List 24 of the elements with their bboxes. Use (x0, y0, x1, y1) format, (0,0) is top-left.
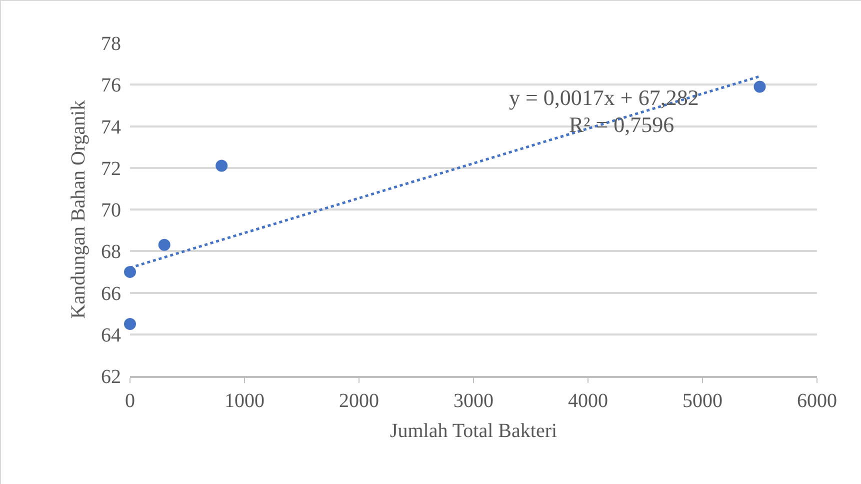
x-tick-label: 4000 (568, 390, 608, 412)
x-tick-label: 6000 (797, 390, 837, 412)
x-tick-label: 0 (125, 390, 135, 412)
y-tick-label: 68 (101, 241, 121, 264)
y-axis-title: Kandungan Bahan Organik (68, 100, 90, 319)
y-tick-label: 62 (101, 366, 121, 388)
y-tick-label: 72 (101, 158, 121, 180)
y-tick-label: 78 (101, 33, 121, 55)
x-axis-title: Jumlah Total Bakteri (390, 420, 558, 442)
y-tick-label: 64 (101, 324, 121, 346)
x-tick-label: 3000 (454, 390, 494, 412)
point (754, 80, 766, 93)
point (124, 266, 136, 278)
x-tick-label: 2000 (339, 390, 379, 412)
y-tick-label: 66 (101, 282, 121, 305)
point (216, 160, 228, 172)
y-tick-label: 76 (101, 74, 121, 97)
x-tick-label: 5000 (682, 390, 722, 412)
annotation: y = 0,0017x + 67,282 (509, 85, 699, 110)
y-tick-label: 74 (101, 116, 121, 138)
y-tick-label: 70 (101, 200, 121, 222)
x-tick-label: 1000 (224, 390, 264, 412)
point (124, 318, 136, 330)
point (158, 238, 170, 251)
